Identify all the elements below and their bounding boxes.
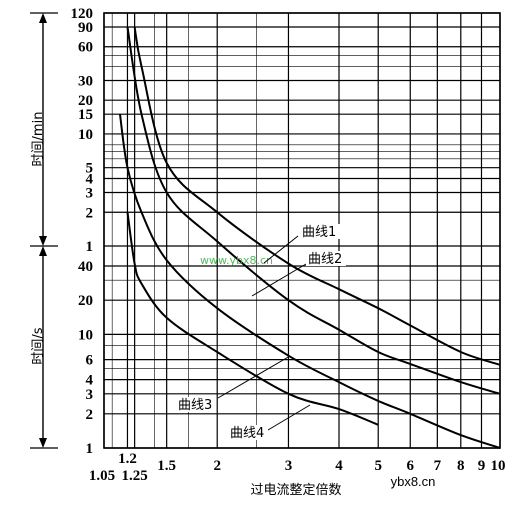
curve-label-4: 曲线4 — [230, 426, 264, 441]
labels: 时间/min 时间/s 过电流整定倍数 www.ybx8.cn ybx8.cn … — [30, 6, 506, 498]
y-tick-label-s: 40 — [78, 259, 93, 275]
x-tick-label: 4 — [335, 458, 343, 474]
y-tick-label-s: 4 — [86, 373, 94, 389]
curve-label-bg-2 — [306, 251, 346, 266]
x-tick-label: 10 — [491, 458, 506, 474]
x-tick-label: 1.05 — [89, 468, 115, 484]
x-tick-label: 3 — [285, 458, 293, 474]
y-tick-label-min: 30 — [78, 73, 93, 89]
x-axis-label: 过电流整定倍数 — [250, 483, 341, 498]
x-tick-label: 6 — [406, 458, 414, 474]
x-tick-label: 1.2 — [118, 451, 137, 467]
range-arrow-min-head-bottom — [39, 236, 47, 246]
y-tick-label-min: 90 — [78, 20, 93, 36]
y-tick-label-s: 10 — [78, 327, 93, 343]
x-tick-label: 9 — [478, 458, 486, 474]
y-tick-label-min: 2 — [86, 205, 94, 221]
y-tick-label-s: 3 — [86, 387, 94, 403]
y-axis-label-min: 时间/min — [31, 112, 46, 167]
y-axis-label-s: 时间/s — [31, 327, 46, 364]
curve-line-3 — [119, 114, 501, 449]
x-tick-label: 2 — [213, 458, 221, 474]
curves — [119, 26, 501, 449]
y-tick-label-min: 3 — [86, 186, 94, 202]
curve-line-1 — [133, 26, 501, 366]
curve-leader-4 — [267, 404, 311, 431]
y-tick-label-s: 6 — [86, 353, 94, 369]
y-tick-label-min: 15 — [78, 107, 93, 123]
curve-label-1: 曲线1 — [302, 225, 336, 240]
curve-line-2 — [126, 26, 501, 395]
y-tick-label-s: 20 — [78, 293, 93, 309]
watermark: www.ybx8.cn — [200, 254, 273, 267]
source-label: ybx8.cn — [391, 474, 436, 489]
curve-line-4 — [126, 212, 379, 426]
x-tick-label: 5 — [374, 458, 382, 474]
y-tick-label-min: 5 — [86, 161, 94, 177]
grid — [103, 12, 501, 449]
curve-leader-1 — [263, 235, 299, 264]
x-tick-label: 8 — [457, 458, 465, 474]
curve-label-bg-1 — [300, 224, 340, 239]
y-tick-label-min: 120 — [71, 6, 94, 22]
range-arrow-s-head-top — [39, 246, 47, 256]
y-tick-label-min: 60 — [78, 40, 93, 56]
range-arrow-min-head-top — [39, 13, 47, 23]
y-tick-label-s: 2 — [86, 407, 94, 423]
y-tick-label-min: 4 — [86, 172, 94, 188]
y-tick-label-min: 1 — [86, 239, 94, 255]
curve-leader-3 — [217, 355, 291, 399]
x-tick-label: 1.25 — [122, 468, 148, 484]
x-tick-label: 1.5 — [157, 458, 176, 474]
y-tick-label-min: 10 — [78, 127, 93, 143]
curve-leader-2 — [251, 263, 307, 297]
y-tick-label-s: 1 — [86, 441, 94, 457]
curve-label-3: 曲线3 — [178, 398, 212, 413]
range-arrow-s-head-bottom — [39, 438, 47, 448]
x-tick-label: 7 — [434, 458, 442, 474]
curve-label-2: 曲线2 — [308, 252, 342, 267]
curve-label-bg-3 — [176, 397, 216, 412]
curve-label-bg-4 — [228, 425, 268, 440]
y-tick-label-min: 20 — [78, 93, 93, 109]
plot-frame — [103, 12, 501, 449]
